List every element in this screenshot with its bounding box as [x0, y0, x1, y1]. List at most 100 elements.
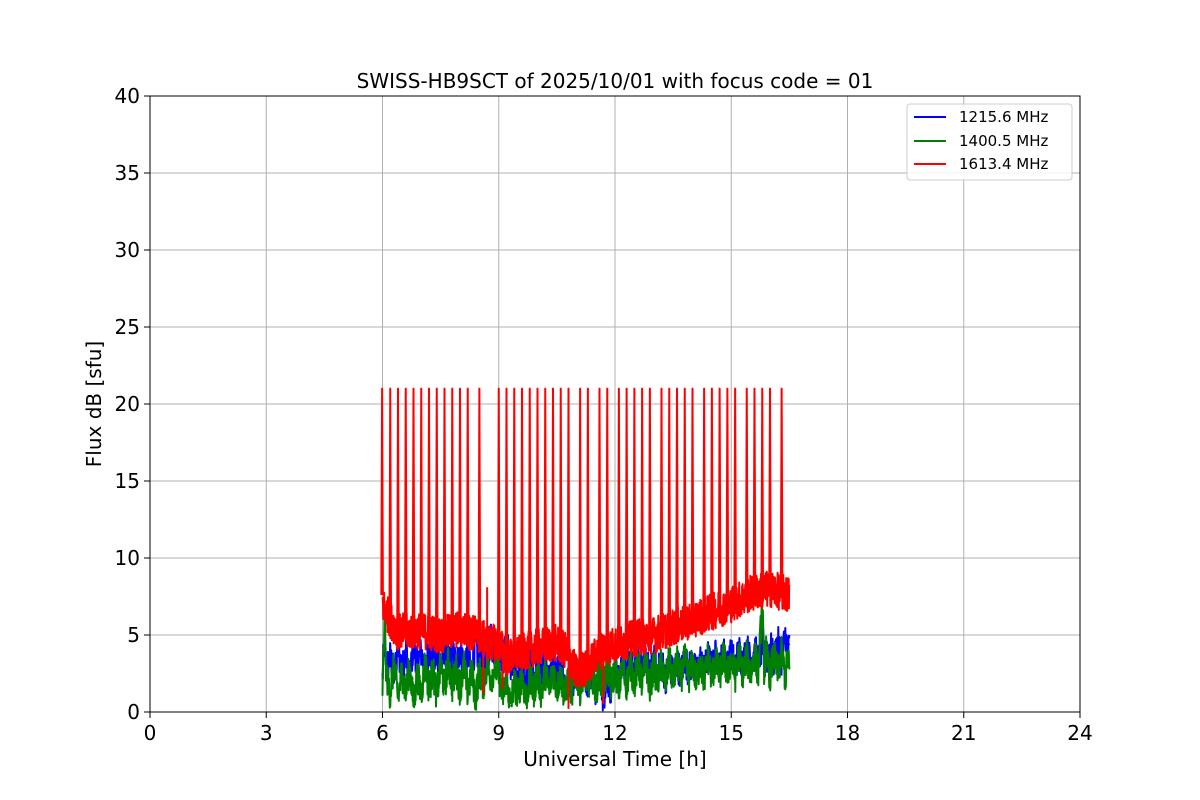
y-tick-label: 40 — [115, 84, 140, 108]
legend-label-1215: 1215.6 MHz — [959, 108, 1048, 126]
series-point — [478, 671, 481, 673]
series-point — [784, 632, 787, 635]
series-point — [389, 692, 392, 695]
series-point — [788, 668, 791, 670]
series-point — [404, 691, 407, 693]
series-point — [769, 674, 771, 676]
series-point — [389, 655, 392, 658]
y-tick-label: 5 — [127, 623, 140, 647]
series-point — [703, 678, 705, 681]
series-point — [385, 674, 388, 676]
series-point — [552, 663, 554, 666]
series-point — [625, 683, 628, 686]
series-point — [652, 665, 655, 667]
series-point — [695, 680, 698, 682]
chart-title: SWISS-HB9SCT of 2025/10/01 with focus co… — [357, 69, 874, 93]
x-axis-label: Universal Time [h] — [523, 747, 706, 771]
series-point — [513, 681, 516, 684]
series-point — [381, 688, 384, 690]
y-tick-label: 35 — [115, 161, 140, 185]
legend-label-1613: 1613.4 MHz — [959, 155, 1048, 173]
series-point — [742, 672, 744, 675]
series-point — [497, 674, 500, 676]
y-tick-label: 20 — [115, 392, 140, 416]
y-axis-label: Flux dB [sfu] — [82, 341, 106, 467]
series-point — [540, 692, 543, 695]
series-peak — [768, 387, 772, 589]
series-peak — [779, 387, 784, 593]
series-point — [556, 688, 558, 690]
series-point — [668, 658, 671, 661]
series-peak — [535, 387, 540, 648]
x-tick-label: 15 — [719, 721, 744, 745]
series-point — [714, 658, 717, 661]
series-point — [683, 657, 686, 659]
x-tick-label: 6 — [376, 721, 389, 745]
series-point — [738, 654, 740, 656]
series-point — [404, 652, 407, 655]
series-point — [463, 665, 465, 667]
series-peak — [605, 387, 610, 648]
series-point — [439, 665, 442, 667]
series-point — [633, 681, 636, 684]
series-peak — [411, 387, 416, 631]
series-peak — [617, 387, 621, 644]
series-peak — [675, 387, 679, 626]
series-peak — [578, 387, 582, 671]
legend-label-1400: 1400.5 MHz — [959, 132, 1048, 150]
series-point — [718, 675, 721, 678]
series-point — [757, 672, 760, 675]
series-peak — [702, 387, 706, 615]
series-point — [765, 651, 767, 653]
x-tick-label: 21 — [951, 721, 976, 745]
series-point — [548, 689, 550, 692]
series-point — [722, 654, 725, 656]
series-peak — [733, 387, 737, 603]
series-peak — [682, 387, 687, 623]
series-point — [432, 669, 434, 672]
series-peak — [434, 387, 439, 635]
y-tick-label: 0 — [127, 700, 140, 724]
series-peak — [512, 387, 517, 656]
series-point — [401, 671, 403, 673]
series-point — [451, 649, 454, 652]
series-point — [536, 672, 539, 675]
x-tick-label: 18 — [835, 721, 860, 745]
series-point — [563, 695, 566, 698]
series-peak — [427, 387, 431, 633]
series-peak — [442, 387, 447, 634]
series-point — [753, 652, 756, 655]
series-point — [443, 686, 446, 689]
series-point — [383, 621, 386, 624]
series-point — [629, 663, 632, 666]
series-peak — [477, 387, 482, 636]
series-point — [435, 694, 438, 696]
series-point — [763, 671, 765, 673]
series-point — [447, 660, 450, 662]
series-peak — [640, 387, 644, 637]
series-peak — [403, 387, 408, 632]
series-peak — [380, 387, 384, 595]
series-point — [691, 661, 694, 664]
series-point — [641, 683, 643, 686]
series-peak — [551, 387, 555, 644]
series-peak — [760, 387, 765, 591]
series-point — [711, 677, 713, 679]
series-point — [699, 660, 702, 662]
series-point — [571, 692, 574, 695]
series-point — [606, 665, 609, 667]
grid-layer — [149, 95, 1081, 713]
series-peak — [527, 387, 532, 650]
series-point — [509, 705, 512, 707]
series-point — [459, 646, 461, 649]
series-point — [490, 677, 492, 679]
x-tick-label: 3 — [260, 721, 273, 745]
series-point — [587, 686, 589, 689]
series-point — [776, 640, 779, 642]
series-point — [614, 668, 616, 670]
series-point — [416, 674, 419, 676]
series-point — [559, 674, 562, 676]
series-point — [408, 666, 411, 669]
series-point — [528, 678, 531, 681]
series-peak — [632, 387, 637, 639]
